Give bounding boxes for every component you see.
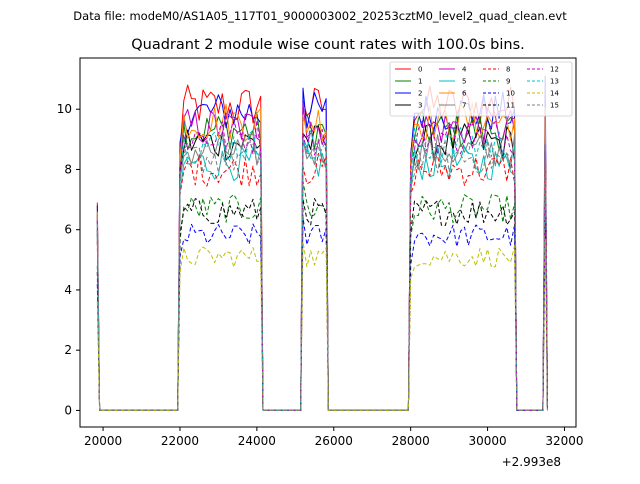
x-tick-label: 20000 — [84, 434, 122, 448]
legend-label-14: 14 — [550, 90, 559, 98]
y-tick-label: 0 — [64, 403, 72, 417]
legend-label-7: 7 — [462, 102, 466, 110]
legend-label-2: 2 — [418, 90, 422, 98]
legend-box — [389, 61, 573, 117]
x-tick-label: 28000 — [392, 434, 430, 448]
x-tick-label: 32000 — [545, 434, 583, 448]
x-tick-label: 26000 — [315, 434, 353, 448]
y-tick-label: 4 — [64, 283, 72, 297]
y-tick-label: 6 — [64, 223, 72, 237]
legend-label-12: 12 — [550, 66, 559, 74]
legend-label-15: 15 — [550, 102, 559, 110]
x-offset-label: +2.993e8 — [502, 455, 561, 469]
axes-frame — [79, 57, 577, 428]
y-tick-label: 2 — [64, 343, 72, 357]
series-line-11 — [96, 198, 548, 411]
axes: 20000 22000 24000 26000 28000 30000 32000 0 2 4 6 8… — [57, 57, 584, 448]
y-tick-label: 10 — [57, 102, 72, 116]
legend-label-6: 6 — [462, 90, 467, 98]
chart-title: Quadrant 2 module wise count rates with … — [131, 37, 525, 53]
x-tick-label: 22000 — [161, 434, 199, 448]
x-tick-label: 24000 — [238, 434, 276, 448]
series-line-9 — [96, 177, 548, 411]
data-file-label: Data file: modeM0/AS1A05_117T01_90000030… — [73, 9, 567, 23]
legend-label-9: 9 — [506, 78, 510, 86]
series-line-15 — [96, 140, 548, 411]
legend-label-10: 10 — [506, 90, 515, 98]
legend-label-5: 5 — [462, 78, 466, 86]
series-line-14 — [96, 238, 548, 411]
legend-label-4: 4 — [462, 66, 467, 74]
plot-area — [96, 75, 548, 411]
series-line-12 — [96, 119, 548, 411]
legend-label-3: 3 — [418, 102, 422, 110]
series-line-13 — [96, 127, 548, 411]
legend-label-13: 13 — [550, 78, 559, 86]
legend-label-0: 0 — [418, 66, 422, 74]
legend-label-1: 1 — [418, 78, 422, 86]
legend-label-8: 8 — [506, 66, 510, 74]
y-tick-label: 8 — [64, 162, 72, 176]
legend-label-11: 11 — [506, 102, 515, 110]
x-tick-label: 30000 — [468, 434, 506, 448]
